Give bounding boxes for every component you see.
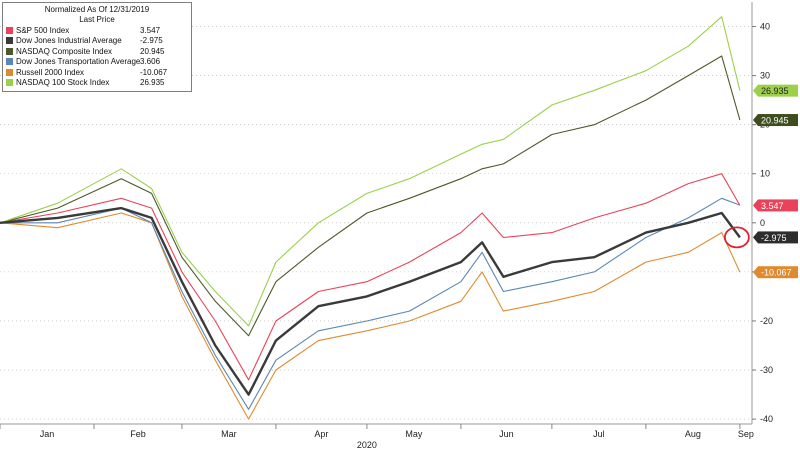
series-line-3: [0, 197, 741, 410]
legend-value: 3.547: [140, 25, 161, 35]
last-value-highlight: [723, 226, 750, 249]
series-line-2: [0, 55, 741, 337]
legend-swatch: [6, 37, 13, 45]
legend-item: NASDAQ Composite Index 20.945: [3, 46, 191, 57]
x-axis: Jan Feb Mar Apr May Jun Jul Aug Sep 2020: [0, 423, 754, 450]
legend-swatch: [6, 58, 13, 66]
series-lines: [0, 16, 741, 420]
value-label-box: [758, 114, 798, 127]
legend-item: NASDAQ 100 Stock Index 26.935: [3, 78, 191, 89]
value-label-box: [758, 84, 798, 97]
legend-value: -2.975: [140, 36, 163, 46]
value-label: 3.547: [761, 201, 784, 211]
legend-label: NASDAQ Composite Index: [16, 46, 113, 56]
x-tick-label: Mar: [221, 429, 237, 439]
value-labels: 3.547 -2.975 20.945 -10.067 26.935: [753, 84, 798, 279]
y-tick-label: 30: [760, 71, 770, 81]
legend-item: Dow Jones Industrial Average -2.975: [3, 36, 191, 47]
x-tick-label: Jun: [499, 429, 514, 439]
legend-item: S&P 500 Index 3.547: [3, 25, 191, 36]
legend-value: 26.935: [140, 78, 165, 88]
x-tick-label: Jan: [40, 429, 55, 439]
series-line-1: [0, 206, 741, 396]
value-label: -2.975: [761, 233, 787, 243]
legend-item: Russell 2000 Index -10.067: [3, 67, 191, 78]
y-axis: 403020100-10-20-30-40: [751, 2, 773, 424]
legend-label: NASDAQ 100 Stock Index: [16, 78, 110, 88]
y-tick-label: 0: [760, 218, 765, 228]
value-label-pointer: [753, 199, 758, 212]
legend-value: 3.606: [140, 57, 161, 67]
legend-swatch: [6, 47, 13, 55]
y-tick-label: -30: [760, 365, 773, 375]
value-label: 26.935: [761, 86, 789, 96]
x-tick-label: May: [405, 429, 423, 439]
value-label: 20.945: [761, 116, 789, 126]
x-year-label: 2020: [357, 440, 377, 450]
y-tick-label: 10: [760, 169, 770, 179]
legend-swatch: [6, 26, 13, 34]
value-label-pointer: [753, 84, 758, 97]
value-label-pointer: [753, 114, 758, 127]
x-tick-label: Apr: [314, 429, 328, 439]
x-tick-label: Feb: [130, 429, 146, 439]
series-line-5: [0, 16, 741, 327]
value-label: -10.067: [761, 268, 792, 278]
legend-label: Russell 2000 Index: [16, 67, 85, 77]
series-line-0: [0, 173, 741, 381]
y-tick-label: -40: [760, 414, 773, 424]
legend-swatch: [6, 79, 13, 87]
highlight-circle: [723, 226, 750, 249]
legend-swatch: [6, 68, 13, 76]
legend-subtitle: Last Price: [79, 15, 115, 24]
legend-label: Dow Jones Transportation Average: [16, 57, 141, 67]
legend-label: Dow Jones Industrial Average: [16, 36, 122, 46]
legend-title: Normalized As Of 12/31/2019: [44, 5, 150, 14]
value-label-pointer: [753, 266, 758, 279]
value-label-pointer: [753, 231, 758, 244]
value-label-box: [758, 231, 798, 244]
y-tick-label: -20: [760, 316, 773, 326]
value-label-box: [758, 199, 798, 212]
x-tick-label: Jul: [593, 429, 605, 439]
legend-item: Dow Jones Transportation Average 3.606: [3, 57, 191, 68]
x-tick-label: Sep: [738, 429, 754, 439]
series-line-4: [0, 212, 741, 420]
legend: Normalized As Of 12/31/2019 Last Price S…: [2, 2, 192, 92]
legend-label: S&P 500 Index: [16, 25, 70, 35]
x-tick-label: Aug: [685, 429, 701, 439]
legend-value: 20.945: [140, 46, 165, 56]
legend-value: -10.067: [140, 67, 168, 77]
y-tick-label: 40: [760, 22, 770, 32]
value-label-box: [758, 266, 798, 279]
gridlines: [0, 26, 752, 420]
